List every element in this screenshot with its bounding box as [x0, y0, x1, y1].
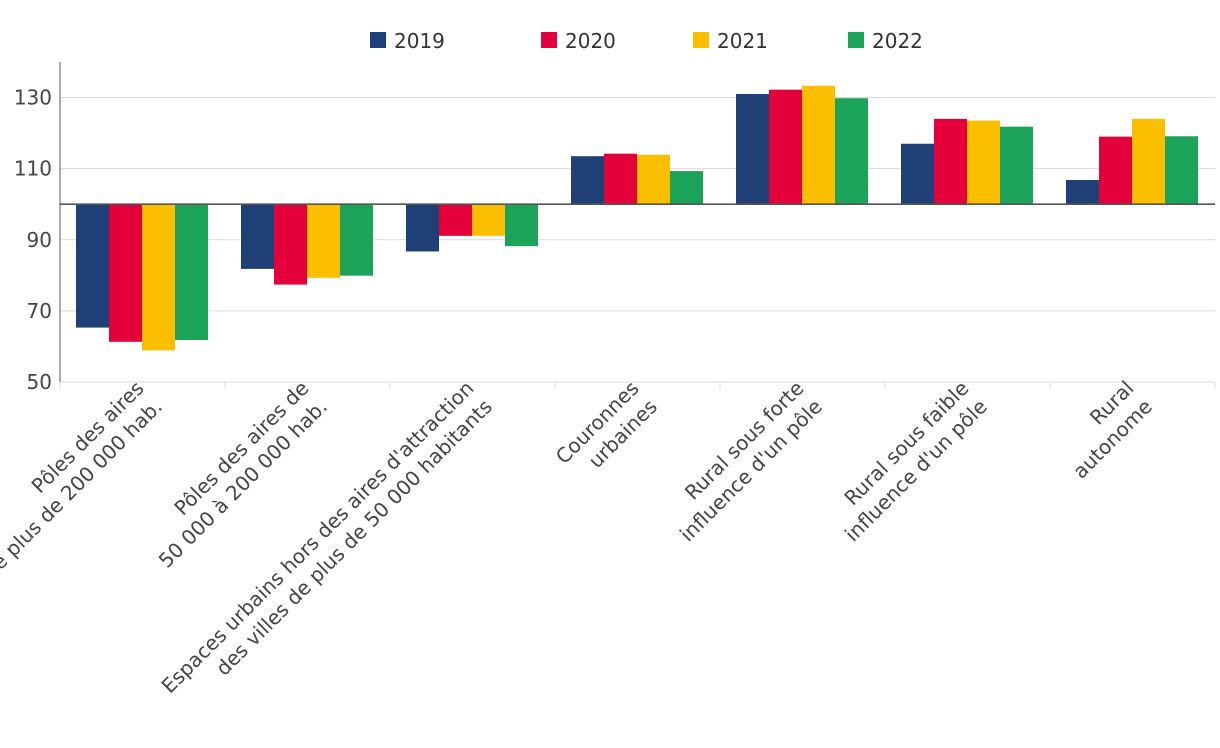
- bar-2021-5: [802, 85, 835, 205]
- legend-label-2021: 2021: [717, 29, 768, 53]
- bar-2020-7: [1099, 136, 1132, 205]
- x-category-label: Espaces urbains hors des aires d'attract…: [157, 376, 497, 698]
- bar-2020-2: [274, 204, 307, 285]
- bar-2019-2: [241, 204, 274, 269]
- bar-2020-5: [769, 89, 802, 205]
- y-tick-label: 90: [27, 228, 52, 252]
- y-tick-label: 70: [27, 299, 52, 323]
- y-tick-label: 50: [27, 370, 52, 394]
- bar-2022-4: [670, 171, 703, 205]
- bar-2022-2: [340, 204, 373, 276]
- bar-2021-7: [1132, 118, 1165, 205]
- bar-2019-1: [76, 204, 109, 328]
- bar-2019-3: [406, 204, 439, 252]
- legend: 2019 2020 2021 2022: [370, 29, 923, 53]
- legend-swatch-2020: [541, 32, 557, 48]
- bars-layer: [76, 85, 1198, 351]
- bar-2020-4: [604, 153, 637, 205]
- legend-swatch-2022: [848, 32, 864, 48]
- bar-2021-3: [472, 204, 505, 236]
- bar-2019-5: [736, 93, 769, 205]
- bar-2022-7: [1165, 136, 1198, 205]
- bar-2019-7: [1066, 180, 1099, 205]
- bar-2019-6: [901, 143, 934, 205]
- y-tick-label: 110: [14, 157, 52, 181]
- bar-2021-6: [967, 120, 1000, 205]
- legend-label-2020: 2020: [565, 29, 616, 53]
- bar-2022-1: [175, 204, 208, 341]
- bar-2022-3: [505, 204, 538, 247]
- bar-2021-2: [307, 204, 340, 278]
- bar-2021-1: [142, 204, 175, 351]
- bar-2019-4: [571, 156, 604, 205]
- bar-2020-3: [439, 204, 472, 236]
- legend-label-2022: 2022: [872, 29, 923, 53]
- y-tick-label: 130: [14, 86, 52, 110]
- bar-2020-1: [109, 204, 142, 342]
- bar-2022-5: [835, 98, 868, 205]
- legend-swatch-2019: [370, 32, 386, 48]
- bar-2022-6: [1000, 126, 1033, 205]
- bar-2020-6: [934, 118, 967, 205]
- legend-swatch-2021: [693, 32, 709, 48]
- bar-2021-4: [637, 154, 670, 205]
- legend-label-2019: 2019: [394, 29, 445, 53]
